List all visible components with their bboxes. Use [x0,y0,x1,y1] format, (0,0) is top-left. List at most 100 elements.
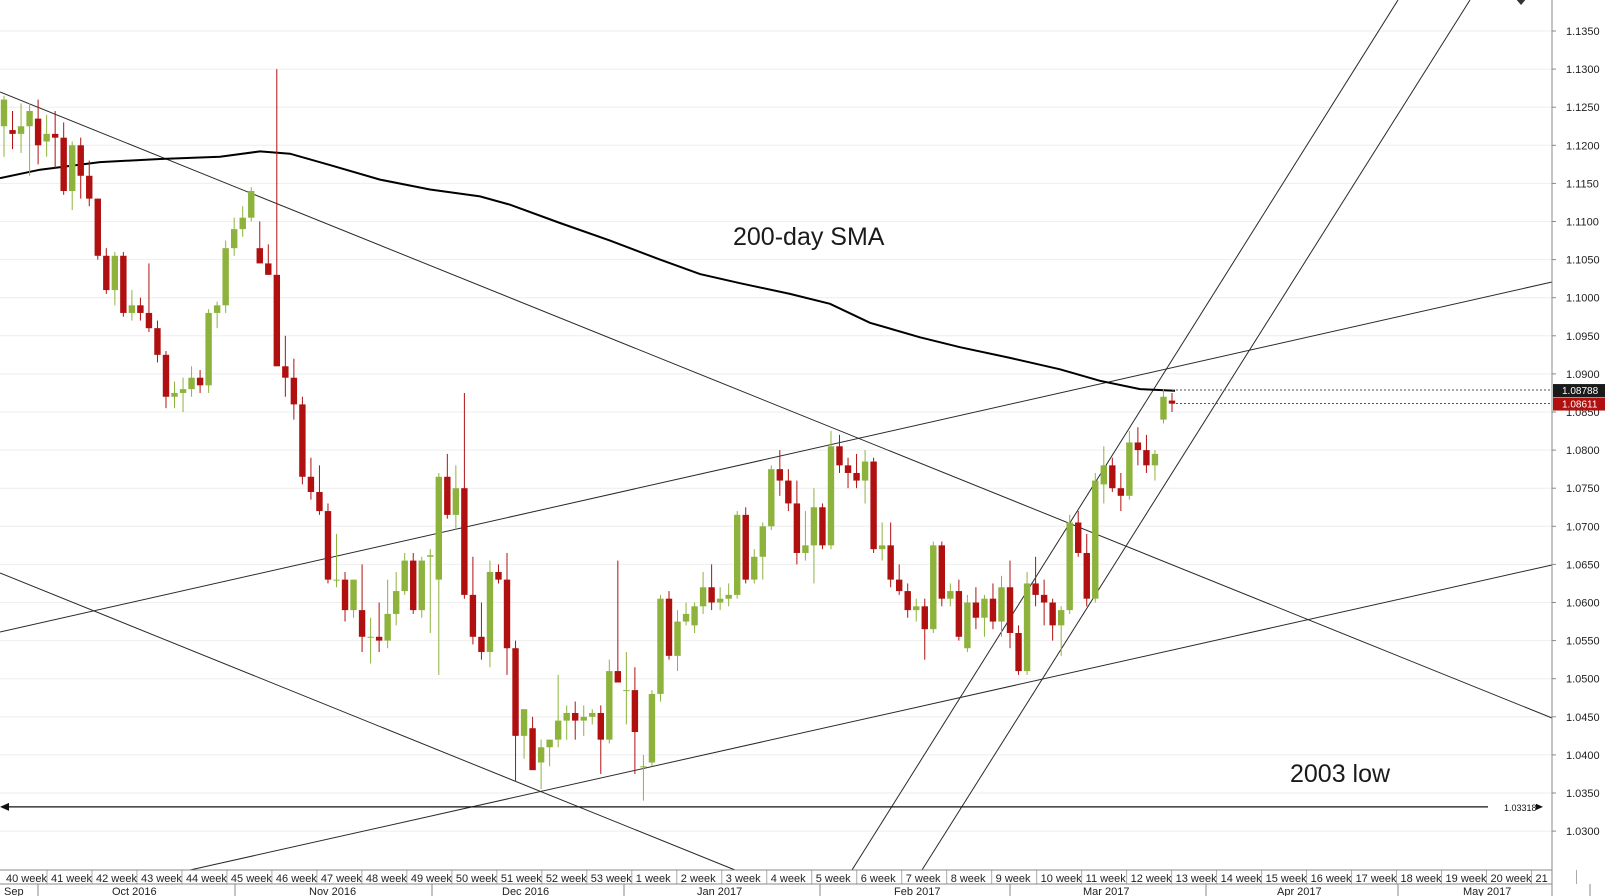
month-label: Sep [4,886,24,896]
candle-body [512,648,519,736]
candle-body [759,526,766,557]
week-label: 19 week [1446,873,1487,885]
week-label: 8 week [951,873,986,885]
week-label: 16 week [1311,873,1352,885]
candle-body [947,591,954,599]
bullish-candle [26,103,33,176]
bearish-candle [819,503,826,550]
bullish-candle [1126,431,1133,500]
price-tick-label: 1.1150 [1566,178,1599,190]
candle-body [1006,587,1014,633]
bullish-candle [1023,572,1031,675]
arrow-right-icon [1534,802,1543,811]
week-label: 43 week [141,873,182,885]
annotation-sma-label: 200-day SMA [733,223,885,251]
bullish-candle [725,583,732,607]
price-tick-label: 1.1300 [1566,64,1600,76]
bullish-candle [384,579,391,649]
bearish-candle [870,457,877,553]
bearish-candle [137,297,144,321]
candle-body [316,492,323,512]
bearish-candle [503,552,511,675]
bullish-candle [759,522,766,580]
price-tick-label: 1.1050 [1566,255,1600,267]
bearish-candle [341,572,349,622]
candle-body [69,145,76,192]
bearish-candle [1049,598,1056,641]
candle-body [742,514,749,580]
week-label: 7 week [906,873,941,885]
bullish-candle [827,431,835,550]
trend-line [0,572,736,871]
bearish-candle [836,434,843,473]
bullish-candle [751,549,758,584]
bearish-candle [34,99,42,165]
week-label: 46 week [276,873,317,885]
candle-body [606,671,613,740]
bearish-candle [895,564,903,595]
bullish-candle [716,587,724,611]
bullish-candle [699,572,707,614]
price-tick-label: 1.0750 [1566,483,1600,495]
candle-body [60,137,67,192]
month-label: Oct 2016 [112,886,157,896]
bearish-candle [375,602,383,653]
low-tag-value: 1.03318 [1504,803,1537,813]
week-label: 4 week [771,873,806,885]
candle-body [1083,552,1090,599]
candle-body [239,217,246,230]
candle-body [768,469,775,527]
bullish-candle [913,598,920,622]
week-label: 53 week [591,873,632,885]
bullish-candle [580,705,587,736]
candle-body [162,354,170,397]
candle-body [810,507,818,546]
candle-body [86,175,93,199]
candle-body [452,488,460,515]
week-label: 14 week [1221,873,1262,885]
bullish-candle [435,472,443,675]
candle-body [401,560,408,592]
bearish-candle [1075,511,1082,557]
bearish-candle [938,541,946,607]
month-label: Jan 2017 [697,886,742,896]
week-label: 41 week [51,873,92,885]
candle-body [563,712,570,721]
bullish-candle [947,583,954,607]
candle-body [179,389,187,393]
chevron-down-icon[interactable] [1515,0,1527,5]
candle-body [461,488,468,595]
candle-body [648,693,656,763]
bearish-candle [145,263,153,332]
week-label: 17 week [1356,873,1397,885]
candle-body [341,579,349,611]
candle-body [827,446,835,546]
bearish-candle [529,716,536,771]
candle-body [1109,465,1116,489]
candle-body [43,133,50,142]
bearish-candle [120,251,127,317]
sma-200-line [0,150,1176,392]
low-2003-line: 1.03318 [0,800,1543,813]
sma-line [0,150,1176,392]
last-price-tag [1553,397,1605,411]
week-label: 44 week [186,873,227,885]
week-label: 50 week [456,873,497,885]
bearish-candle [495,564,502,584]
candle-body [751,556,758,580]
bearish-candle [1032,556,1039,607]
bullish-candle [128,290,136,321]
candle-body [913,606,920,611]
week-label: 47 week [321,873,362,885]
price-tick-label: 1.1350 [1566,26,1600,38]
week-label: 2 week [681,873,716,885]
candle-body [145,312,153,329]
trend-line [851,0,1399,871]
bullish-candle [1057,606,1065,656]
bullish-candle [43,114,50,157]
bearish-candle [1168,392,1176,412]
candle-body [128,305,136,313]
bearish-candle [410,552,417,614]
candle-body [853,472,860,481]
candle-body [665,598,673,656]
